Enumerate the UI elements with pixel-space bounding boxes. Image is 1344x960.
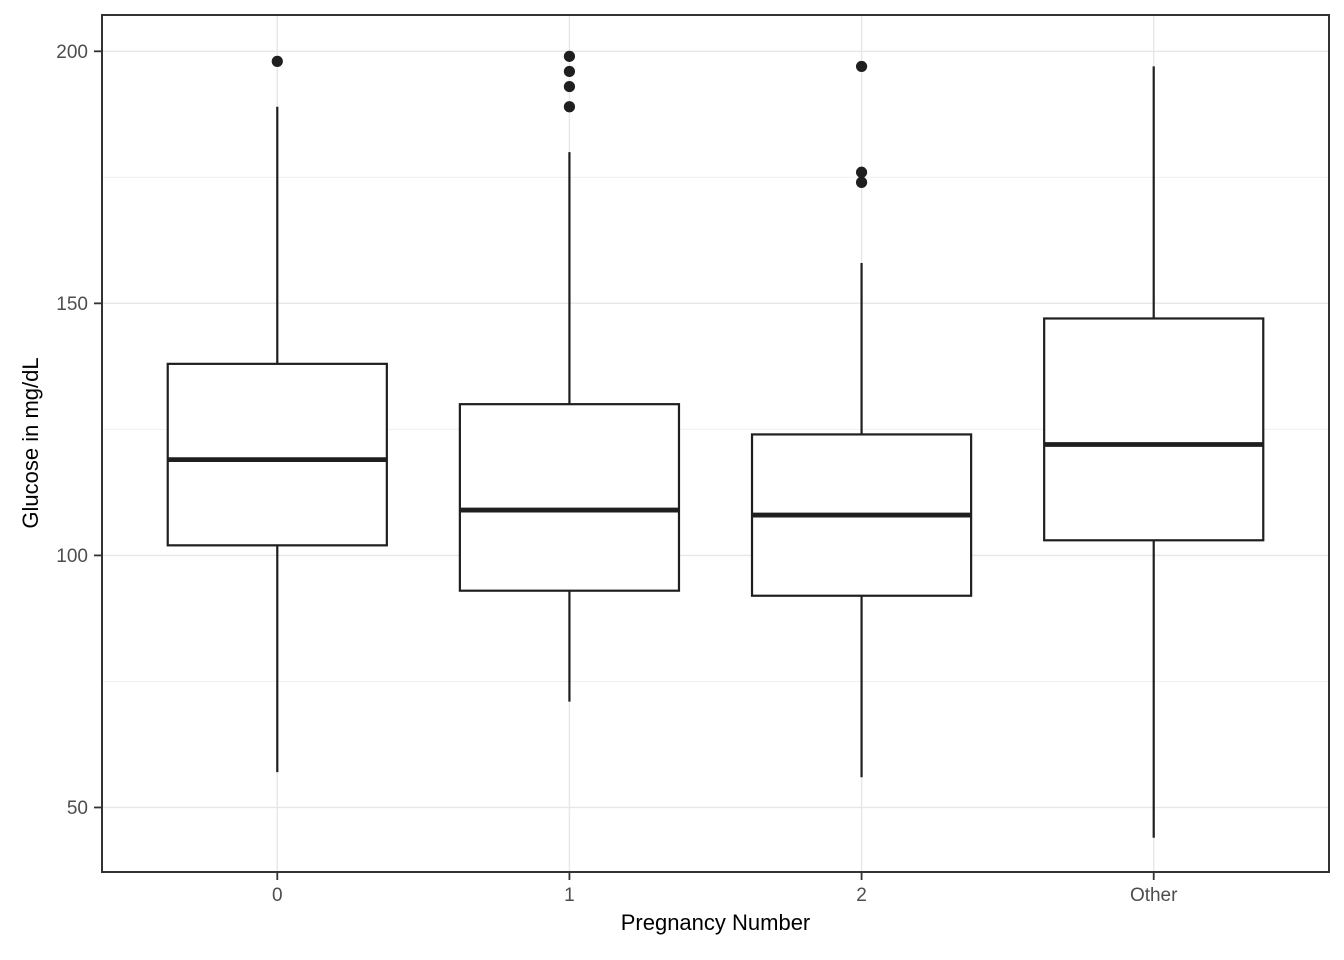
y-tick-label: 100 [56, 546, 88, 567]
boxplot-group [750, 60, 973, 778]
outlier-point [855, 60, 868, 73]
y-tick-label: 150 [56, 294, 88, 315]
panel-border [101, 14, 1330, 873]
iqr-box [1043, 317, 1265, 542]
x-tick-label: 0 [272, 885, 283, 906]
boxplot-group [1043, 66, 1265, 838]
outlier-point [271, 55, 283, 67]
outlier-point [855, 166, 868, 178]
x-tick-label: 1 [564, 885, 575, 906]
outlier-point [855, 176, 868, 188]
outlier-point [563, 101, 576, 113]
y-axis-title: Glucose in mg/dL [18, 357, 43, 529]
iqr-box [166, 362, 388, 547]
outlier-point [563, 65, 576, 78]
outlier-point [563, 80, 576, 93]
x-axis-title: Pregnancy Number [620, 910, 811, 935]
y-tick-label: 50 [67, 798, 88, 819]
iqr-box [458, 403, 681, 592]
boxplot-group [166, 55, 388, 773]
x-tick-label: 2 [856, 885, 867, 906]
y-tick-label: 200 [56, 42, 88, 63]
outlier-point [563, 50, 576, 62]
panel-border-layer [101, 14, 1330, 873]
boxplot-group [458, 50, 681, 702]
boxplot-data-layer [166, 50, 1265, 838]
axis-layer: 50 100 150 200 0 1 2 Other [56, 42, 1178, 906]
x-tick-label: Other [1130, 885, 1178, 906]
